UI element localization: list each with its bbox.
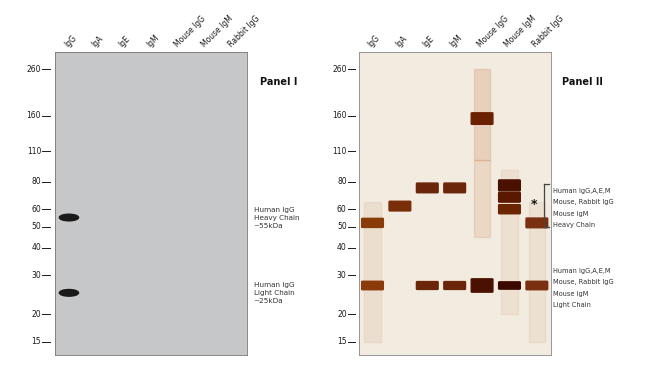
Text: 110: 110	[27, 147, 41, 156]
Bar	[474, 69, 490, 160]
Text: Human IgG,A,E,M: Human IgG,A,E,M	[553, 188, 610, 194]
FancyBboxPatch shape	[526, 218, 548, 228]
Bar	[474, 160, 490, 237]
Text: 30: 30	[31, 271, 41, 280]
Text: 160: 160	[27, 111, 41, 120]
Text: IgG: IgG	[366, 34, 382, 49]
FancyBboxPatch shape	[361, 218, 384, 227]
Ellipse shape	[59, 214, 79, 221]
Text: Light Chain: Light Chain	[553, 302, 591, 308]
Text: IgA: IgA	[393, 34, 409, 49]
Bar	[528, 202, 545, 341]
Text: IgE: IgE	[421, 34, 436, 49]
FancyBboxPatch shape	[471, 113, 493, 124]
Text: Mouse IgG: Mouse IgG	[172, 15, 207, 49]
FancyBboxPatch shape	[526, 281, 548, 290]
FancyBboxPatch shape	[499, 205, 520, 214]
Text: 40: 40	[31, 243, 41, 252]
Text: 160: 160	[332, 111, 346, 120]
Text: 20: 20	[31, 310, 41, 319]
Text: 260: 260	[332, 65, 346, 74]
Bar	[501, 171, 517, 314]
Text: 60: 60	[31, 205, 41, 214]
FancyBboxPatch shape	[499, 282, 520, 289]
Text: IgE: IgE	[118, 34, 132, 49]
Text: Panel I: Panel I	[260, 77, 298, 87]
Text: 40: 40	[337, 243, 346, 252]
Text: *: *	[530, 198, 537, 211]
Text: Mouse, Rabbit IgG: Mouse, Rabbit IgG	[553, 199, 614, 205]
FancyBboxPatch shape	[361, 281, 384, 290]
Text: 50: 50	[31, 222, 41, 231]
Text: 30: 30	[337, 271, 346, 280]
Text: Heavy Chain: Heavy Chain	[553, 222, 595, 228]
FancyBboxPatch shape	[499, 192, 520, 202]
Text: Human IgG
Heavy Chain
~55kDa: Human IgG Heavy Chain ~55kDa	[254, 206, 299, 229]
Text: 80: 80	[337, 177, 346, 186]
Text: 20: 20	[337, 310, 346, 319]
FancyBboxPatch shape	[444, 282, 465, 289]
FancyBboxPatch shape	[417, 183, 438, 193]
Text: Panel II: Panel II	[562, 77, 603, 87]
Text: Human IgG,A,E,M: Human IgG,A,E,M	[553, 268, 610, 274]
Text: Mouse IgM: Mouse IgM	[553, 291, 588, 297]
Text: Rabbit IgG: Rabbit IgG	[227, 14, 262, 49]
Text: IgM: IgM	[448, 33, 464, 49]
Text: 110: 110	[332, 147, 346, 156]
Text: 15: 15	[337, 337, 346, 346]
Text: 260: 260	[27, 65, 41, 74]
Text: IgG: IgG	[62, 34, 78, 49]
Text: IgA: IgA	[90, 34, 105, 49]
Text: 15: 15	[31, 337, 41, 346]
FancyBboxPatch shape	[389, 201, 411, 211]
Text: Rabbit IgG: Rabbit IgG	[530, 14, 566, 49]
Bar	[364, 202, 381, 341]
Text: 80: 80	[31, 177, 41, 186]
Text: IgM: IgM	[145, 33, 161, 49]
FancyBboxPatch shape	[444, 183, 465, 193]
Text: Mouse IgM: Mouse IgM	[200, 14, 235, 49]
Text: Mouse IgM: Mouse IgM	[503, 14, 538, 49]
Text: Mouse IgG: Mouse IgG	[476, 15, 510, 49]
FancyBboxPatch shape	[499, 180, 520, 191]
Text: Mouse IgM: Mouse IgM	[553, 211, 588, 217]
Text: Human IgG
Light Chain
~25kDa: Human IgG Light Chain ~25kDa	[254, 282, 294, 304]
Text: 60: 60	[337, 205, 346, 214]
FancyBboxPatch shape	[417, 282, 438, 289]
FancyBboxPatch shape	[471, 279, 493, 292]
Ellipse shape	[59, 289, 79, 296]
Text: Mouse, Rabbit IgG: Mouse, Rabbit IgG	[553, 279, 614, 285]
Text: 50: 50	[337, 222, 346, 231]
